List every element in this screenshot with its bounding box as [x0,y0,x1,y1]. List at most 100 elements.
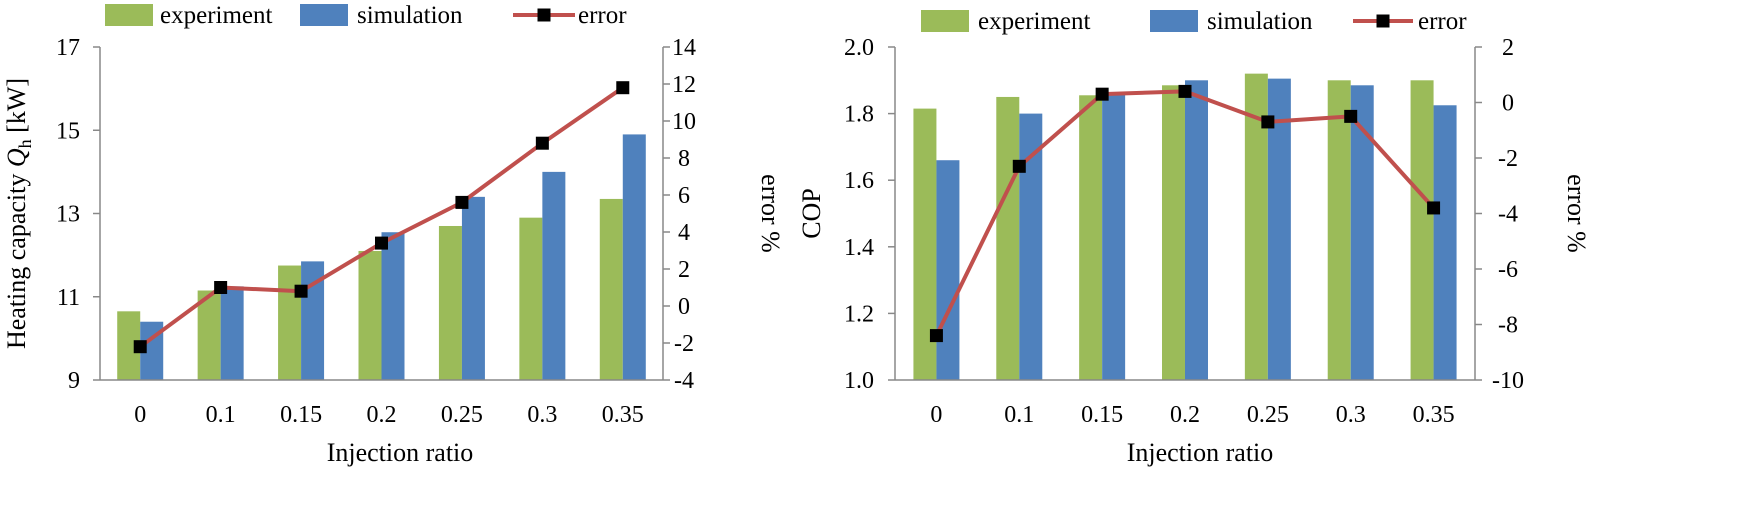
legend-swatch-simulation [300,4,348,26]
x-tick-label-6: 0.35 [1413,402,1455,428]
legend-label-error: error [578,2,627,29]
bar-experiment-1 [996,96,1020,380]
bar-experiment-3 [358,250,382,380]
x-tick-label-0: 0 [930,402,942,428]
error-marker-4 [455,195,469,209]
y2-tick-label-2: 0 [678,294,690,320]
y-tick-label-0: 9 [68,368,80,394]
x-tick-label-5: 0.3 [1336,402,1366,428]
y2-tick-label-8: 12 [672,72,696,98]
bar-simulation-1 [1019,113,1043,380]
y2-tick-label-7: 10 [672,109,696,135]
error-marker-5 [535,136,549,150]
x-tick-label-6: 0.35 [602,402,644,428]
y-tick-label-4: 1.8 [844,102,874,128]
y-axis-label: Heating capacity Qh [kW] [2,78,35,349]
bar-experiment-3 [1162,85,1185,381]
y2-tick-label-6: 2 [1502,35,1514,61]
x-tick-label-1: 0.1 [1004,402,1034,428]
x-tick-label-0: 0 [134,402,146,428]
y-axis-label-variable: Q [2,148,31,167]
y2-tick-label-6: 8 [678,146,690,172]
y2-axis-label: error % [756,174,785,253]
x-tick-label-5: 0.3 [527,402,557,428]
error-marker-3 [375,236,388,250]
legend-label-experiment: experiment [978,8,1091,35]
y2-tick-label-9: 14 [672,35,696,61]
legend-swatch-experiment [921,10,969,32]
bar-experiment-1 [197,290,221,380]
legend-label-simulation: simulation [1207,8,1313,35]
x-tick-label-3: 0.2 [367,402,397,428]
y2-tick-label-0: -4 [674,368,694,394]
y-axis-label-subscript: h [15,139,35,148]
y2-tick-label-4: -2 [1498,146,1518,172]
bar-simulation-0 [936,160,960,380]
bar-experiment-2 [278,265,302,380]
bar-simulation-6 [1433,105,1457,381]
bar-experiment-2 [1079,95,1103,380]
x-tick-label-4: 0.25 [441,402,483,428]
bar-experiment-4 [438,225,462,380]
y-tick-label-2: 13 [56,202,80,228]
y2-tick-label-1: -8 [1498,313,1518,339]
y-tick-label-2: 1.4 [844,235,874,261]
y-tick-label-1: 11 [57,285,80,311]
y2-axis-label: error % [1562,174,1591,253]
y-axis-label: COP [797,188,826,239]
error-marker-2 [294,284,308,298]
y2-tick-label-5: 0 [1502,91,1514,117]
error-marker-3 [1178,84,1192,98]
y2-tick-label-5: 6 [678,183,690,209]
bar-experiment-4 [1244,73,1268,380]
bar-simulation-2 [1102,93,1126,381]
y2-tick-label-2: -6 [1498,257,1518,283]
y2-tick-label-3: -4 [1498,202,1518,228]
legend-swatch-simulation [1150,10,1198,32]
bar-experiment-6 [1410,80,1434,381]
bar-simulation-4 [461,196,485,380]
error-marker-4 [1261,115,1275,129]
legend-label-experiment: experiment [160,2,273,29]
y2-tick-label-0: -10 [1492,368,1524,394]
bar-simulation-5 [542,171,566,380]
legend-swatch-experiment [105,4,153,26]
bar-experiment-6 [599,198,623,380]
bar-simulation-4 [1267,78,1291,380]
y-tick-label-1: 1.2 [844,301,874,327]
bar-simulation-5 [1350,85,1374,381]
error-marker-5 [1344,109,1358,123]
error-marker-6 [616,81,630,95]
x-tick-label-3: 0.2 [1170,402,1200,428]
y-tick-label-3: 15 [56,118,80,144]
x-axis-label: Injection ratio [327,438,474,467]
y-axis-label-prefix: Heating capacity [2,167,31,349]
legend-label-simulation: simulation [357,2,463,29]
bar-experiment-5 [519,217,543,380]
y-tick-label-3: 1.6 [844,168,874,194]
chart-heating-capacity: 9 11 13 15 17 -4 -2 0 2 4 6 8 10 12 14 0 0.1 0.15 0.2 0.25 0… [2,2,785,467]
error-marker-1 [214,281,228,294]
error-marker-2 [1095,87,1109,101]
y2-tick-label-4: 4 [678,220,690,246]
y-tick-label-0: 1.0 [844,368,874,394]
bar-experiment-0 [117,311,141,380]
error-marker-0 [929,329,943,343]
chart-cop: 1.0 1.2 1.4 1.6 1.8 2.0 -10 -8 -6 -4 -2 0 2 0 0.1 0.15 0… [797,8,1591,467]
error-marker-6 [1427,201,1441,215]
y2-tick-label-3: 2 [678,257,690,283]
x-tick-label-1: 0.1 [206,402,236,428]
y-tick-label-4: 17 [56,35,80,61]
legend-marker-error [1376,14,1390,28]
x-tick-label-2: 0.15 [1081,402,1123,428]
x-tick-label-4: 0.25 [1247,402,1289,428]
bar-simulation-1 [220,286,244,380]
y-tick-label-5: 2.0 [844,35,874,61]
bar-experiment-0 [913,108,937,380]
legend-label-error: error [1418,8,1467,35]
x-tick-label-2: 0.15 [280,402,322,428]
error-marker-1 [1012,159,1026,173]
y2-tick-label-1: -2 [674,331,694,357]
y-axis-label-suffix: [kW] [2,78,31,139]
